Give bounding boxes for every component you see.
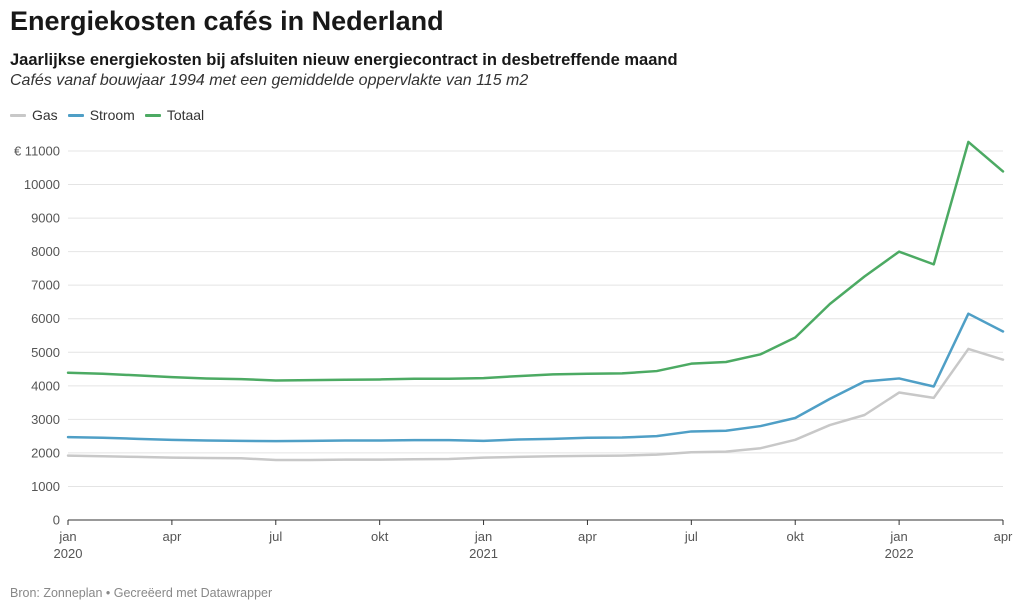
y-tick-label: 8000 <box>31 244 60 259</box>
chart-description: Cafés vanaf bouwjaar 1994 met een gemidd… <box>10 72 529 89</box>
x-tick-label: jul <box>684 529 698 544</box>
x-tick-label: jan <box>58 529 76 544</box>
y-tick-label: 9000 <box>31 211 60 226</box>
y-tick-label: 0 <box>53 513 60 528</box>
gridlines <box>68 150 1003 521</box>
x-tick-year-label: 2020 <box>54 546 83 561</box>
x-tick-label: apr <box>162 529 181 544</box>
y-tick-label: 1000 <box>31 479 60 494</box>
x-axis: jan 2020 apr jul okt jan 2021 apr jul okt jan 2022 a… <box>54 520 1013 561</box>
series-lines <box>66 140 1005 462</box>
y-tick-label: 2000 <box>31 445 60 460</box>
x-tick-label: jan <box>474 529 492 544</box>
chart-subtitle: Jaarlijkse energiekosten bij afsluiten n… <box>10 51 678 69</box>
y-tick-label: 4000 <box>31 378 60 393</box>
series-line-stroom <box>66 312 1005 443</box>
legend-swatch-gas <box>10 113 26 117</box>
x-tick-year-label: 2022 <box>885 546 914 561</box>
x-tick-label: apr <box>578 529 597 544</box>
x-tick-label: jul <box>268 529 282 544</box>
y-tick-label: 7000 <box>31 278 60 293</box>
y-axis: 0 1000 2000 3000 4000 5000 6000 7000 8000 9000 100… <box>14 144 60 528</box>
legend: Gas Stroom Totaal <box>10 107 204 123</box>
legend-item-stroom: Stroom <box>67 107 135 123</box>
y-tick-label: 3000 <box>31 412 60 427</box>
x-tick-label: okt <box>371 529 389 544</box>
y-tick-label: € 11000 <box>14 144 60 159</box>
legend-label-gas: Gas <box>32 107 58 123</box>
chart-title: Energiekosten cafés in Nederland <box>10 6 444 36</box>
legend-item-gas: Gas <box>10 107 58 123</box>
y-tick-label: 5000 <box>31 345 60 360</box>
legend-label-totaal: Totaal <box>166 107 205 123</box>
legend-swatch-stroom <box>67 113 84 117</box>
x-tick-label: apr <box>994 529 1013 544</box>
source-note: Bron: Zonneplan • Gecreëerd met Datawrap… <box>10 586 273 600</box>
legend-item-totaal: Totaal <box>144 107 205 123</box>
legend-label-stroom: Stroom <box>89 107 135 123</box>
x-tick-year-label: 2021 <box>469 546 498 561</box>
series-line-gas <box>66 347 1005 462</box>
legend-swatch-totaal <box>144 113 161 117</box>
y-tick-label: 6000 <box>31 311 60 326</box>
series-line-totaal <box>66 140 1005 382</box>
x-tick-label: jan <box>889 529 907 544</box>
y-tick-label: 10000 <box>24 177 60 192</box>
x-tick-label: okt <box>787 529 805 544</box>
